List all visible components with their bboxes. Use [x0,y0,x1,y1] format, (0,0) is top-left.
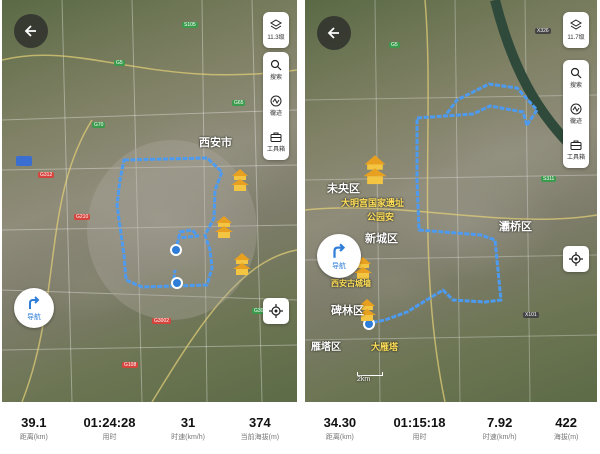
left-track-screen: 西安市 S105 G5 G70 G65 G30 G312 G210 G3002 … [2,0,297,454]
search-button[interactable]: 搜索 [263,52,289,88]
map-toolbar: 搜索 徿迹 工具箱 [263,52,289,160]
poi-label: 公园安 [367,212,395,222]
road-shield: G5 [389,42,400,48]
district-label: 未央区 [327,183,360,195]
duration-stat: 01:15:18 用时 [393,414,446,441]
road-shield: G5 [114,60,125,66]
road-shield: G65 [232,100,246,106]
altitude-stat: 422 海拔(m) [553,414,579,441]
toolbox-icon [270,132,282,142]
landmark-pagoda-icon[interactable] [361,154,389,188]
map-features [2,0,297,402]
landmark-pagoda-icon[interactable] [214,215,234,241]
track-button[interactable]: 徿迹 [263,88,289,124]
distance-stat: 34.30 距离(km) [323,414,357,441]
map-toolbar: 搜索 徿迹 工具箱 [563,60,589,168]
toolbox-button[interactable]: 工具箱 [563,132,589,168]
track-route [364,82,539,326]
track-button[interactable]: 徿迹 [563,96,589,132]
district-label: 灞桥区 [499,221,532,233]
poi-label: 西安古城墙 [331,279,371,288]
district-label: 碑林区 [331,305,364,317]
search-icon [270,59,282,71]
layers-icon [270,19,282,30]
road-shield: G108 [122,362,139,368]
landmark-pagoda-icon[interactable] [357,298,377,324]
toolbox-icon [570,140,582,150]
zoom-level-label: 11.3级 [267,35,285,41]
satellite-map[interactable]: 未央区 大明宫国家遗址 公园安 新城区 西安古城墙 灞桥区 碑林区 大雁塔 雁塔… [305,0,597,402]
road-shield: X326 [535,28,551,34]
right-track-screen: 未央区 大明宫国家遗址 公园安 新城区 西安古城墙 灞桥区 碑林区 大雁塔 雁塔… [305,0,597,454]
road-shield: G312 [38,172,55,178]
navigation-button[interactable]: 导航 [317,234,361,278]
map-scale: 2km [357,372,383,383]
track-stats-bar: 34.30 距离(km) 01:15:18 用时 7.92 时速(km/h) 4… [305,402,597,454]
district-label: 雁塔区 [311,342,341,353]
turn-arrow-icon [333,242,346,258]
track-icon [270,95,282,107]
layers-icon [570,19,582,30]
road-shield: S105 [182,22,198,28]
road-shield: G70 [92,122,106,128]
arrow-left-icon [24,25,36,37]
poi-label: 大明宫国家遗址 [341,198,405,208]
road-shield: G210 [74,214,91,220]
speed-stat: 31 时速(km/h) [171,414,205,441]
road-shield: X101 [523,312,539,318]
track-icon [570,103,582,115]
toolbox-button[interactable]: 工具箱 [263,124,289,160]
search-icon [570,67,582,79]
crosshair-icon [569,252,583,266]
distance-stat: 39.1 距离(km) [19,414,48,441]
road-shield: G3002 [152,318,172,324]
back-button[interactable] [317,16,351,50]
duration-stat: 01:24:28 用时 [83,414,136,441]
locate-button[interactable] [563,246,589,272]
zoom-level-label: 11.7级 [567,35,585,41]
layer-zoom-control[interactable]: 11.7级 [563,12,589,48]
track-stats-bar: 39.1 距离(km) 01:24:28 用时 31 时速(km/h) 374 … [2,402,297,454]
district-label: 新城区 [365,233,398,245]
poi-label: 大雁塔 [371,342,399,352]
turn-arrow-icon [29,295,40,309]
back-button[interactable] [14,14,48,48]
road-shield: G30 [252,308,266,314]
speed-stat: 7.92 时速(km/h) [482,414,517,441]
arrow-left-icon [327,27,339,39]
landmark-pagoda-icon[interactable] [232,252,252,278]
navigation-button[interactable]: 导航 [14,288,54,328]
locate-button[interactable] [263,298,289,324]
layer-zoom-control[interactable]: 11.3级 [263,12,289,48]
road-shield: S311 [541,176,557,182]
map-features [305,0,597,402]
satellite-map[interactable]: 西安市 S105 G5 G70 G65 G30 G312 G210 G3002 … [2,0,297,402]
altitude-stat: 374 当前海拔(m) [240,414,280,441]
search-button[interactable]: 搜索 [563,60,589,96]
landmark-pagoda-icon[interactable] [230,168,250,194]
crosshair-icon [269,304,283,318]
city-label: 西安市 [199,137,232,149]
